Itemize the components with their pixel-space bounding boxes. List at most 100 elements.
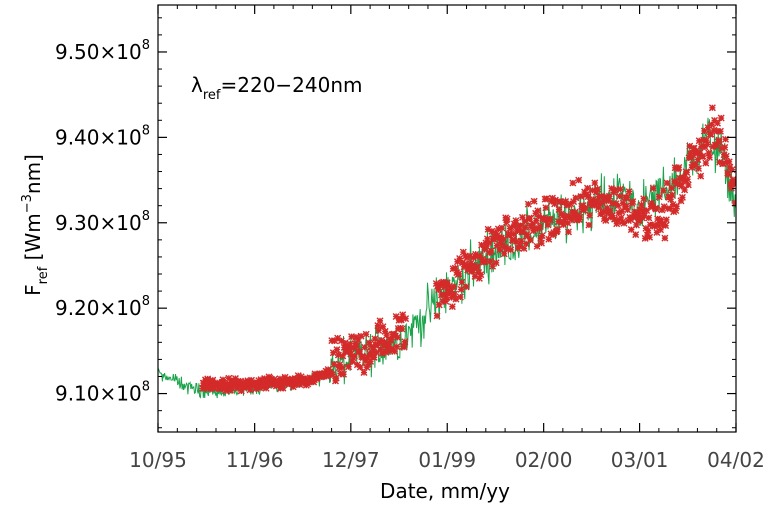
marker-point bbox=[493, 260, 499, 266]
marker-point bbox=[334, 347, 340, 353]
x-tick-label: 04/02 bbox=[707, 448, 765, 472]
marker-point bbox=[570, 180, 576, 186]
marker-point bbox=[700, 153, 706, 159]
marker-point bbox=[457, 294, 463, 300]
marker-point bbox=[663, 217, 669, 223]
marker-point bbox=[639, 202, 645, 208]
series-markers-red bbox=[200, 105, 739, 394]
marker-point bbox=[698, 173, 704, 179]
marker-point bbox=[669, 192, 675, 198]
marker-point bbox=[685, 176, 691, 182]
marker-point bbox=[717, 128, 723, 134]
marker-point bbox=[630, 199, 636, 205]
y-tick-label: 9.10×108 bbox=[55, 380, 150, 406]
y-tick-label: 9.40×108 bbox=[55, 123, 150, 149]
y-tick-label: 9.50×108 bbox=[55, 38, 150, 64]
series-line-green bbox=[158, 118, 736, 398]
x-axis-title: Date, mm/yy bbox=[380, 479, 510, 503]
marker-point bbox=[641, 196, 647, 202]
marker-point bbox=[357, 364, 363, 370]
marker-point bbox=[722, 144, 728, 150]
marker-point bbox=[595, 186, 601, 192]
marker-point bbox=[372, 336, 378, 342]
x-tick-label: 01/99 bbox=[418, 448, 476, 472]
marker-point bbox=[456, 271, 462, 277]
annotation-tail: =220−240nm bbox=[220, 73, 362, 97]
marker-point bbox=[732, 200, 738, 206]
x-tick-label: 12/97 bbox=[322, 448, 380, 472]
marker-point bbox=[451, 284, 457, 290]
marker-point bbox=[706, 154, 712, 160]
marker-point bbox=[714, 120, 720, 126]
marker-point bbox=[696, 166, 702, 172]
marker-point bbox=[525, 201, 531, 207]
y-axis-title-unit-tail: nm] bbox=[21, 154, 45, 194]
x-tick-label: 10/95 bbox=[129, 448, 187, 472]
marker-point bbox=[363, 331, 369, 337]
marker-point bbox=[341, 371, 347, 377]
marker-point bbox=[488, 248, 494, 254]
marker-point bbox=[587, 212, 593, 218]
marker-point bbox=[539, 233, 545, 239]
marker-point bbox=[402, 339, 408, 345]
marker-point bbox=[617, 193, 623, 199]
y-axis-title: Fref [Wm−3nm] bbox=[20, 154, 51, 296]
marker-point bbox=[676, 164, 682, 170]
annotation-sub: ref bbox=[203, 88, 221, 103]
marker-point bbox=[645, 228, 651, 234]
marker-point bbox=[674, 203, 680, 209]
marker-point bbox=[331, 361, 337, 367]
marker-point bbox=[377, 318, 383, 324]
marker-point bbox=[395, 334, 401, 340]
marker-point bbox=[586, 222, 592, 228]
annotation-label: λref=220−240nm bbox=[191, 73, 363, 103]
marker-point bbox=[718, 115, 724, 121]
marker-point bbox=[434, 313, 440, 319]
marker-point bbox=[538, 240, 544, 246]
marker-point bbox=[592, 180, 598, 186]
marker-point bbox=[499, 225, 505, 231]
marker-point bbox=[625, 207, 631, 213]
marker-point bbox=[704, 141, 710, 147]
series-layer bbox=[158, 105, 739, 398]
y-axis-title-unit: [Wm bbox=[21, 213, 45, 260]
marker-point bbox=[723, 153, 729, 159]
x-tick-label: 03/01 bbox=[611, 448, 669, 472]
marker-point bbox=[528, 237, 534, 243]
marker-point bbox=[449, 304, 455, 310]
marker-point bbox=[504, 216, 510, 222]
marker-point bbox=[543, 205, 549, 211]
marker-point bbox=[403, 316, 409, 322]
marker-point bbox=[478, 272, 484, 278]
marker-point bbox=[682, 187, 688, 193]
marker-point bbox=[354, 343, 360, 349]
marker-point bbox=[573, 195, 579, 201]
marker-point bbox=[662, 235, 668, 241]
marker-point bbox=[626, 189, 632, 195]
marker-point bbox=[703, 160, 709, 166]
y-tick-label: 9.30×108 bbox=[55, 209, 150, 235]
marker-point bbox=[603, 218, 609, 224]
marker-point bbox=[501, 251, 507, 257]
y-tick-label: 9.20×108 bbox=[55, 294, 150, 320]
y-axis-title-unit-sup: −3 bbox=[20, 194, 35, 213]
y-axis-title-main: F bbox=[21, 284, 45, 296]
svg-text:Fref [Wm−3nm]: Fref [Wm−3nm] bbox=[20, 154, 51, 296]
marker-point bbox=[685, 182, 691, 188]
marker-point bbox=[452, 291, 458, 297]
plot-area bbox=[158, 105, 739, 398]
x-tick-label: 11/96 bbox=[226, 448, 284, 472]
marker-point bbox=[624, 195, 630, 201]
marker-point bbox=[577, 214, 583, 220]
marker-point bbox=[394, 344, 400, 350]
marker-point bbox=[401, 344, 407, 350]
marker-point bbox=[531, 198, 537, 204]
marker-point bbox=[650, 185, 656, 191]
marker-point bbox=[617, 186, 623, 192]
x-tick-label: 02/00 bbox=[515, 448, 573, 472]
marker-point bbox=[646, 215, 652, 221]
marker-point bbox=[565, 229, 571, 235]
axes: 10/95 11/96 12/97 01/99 02/00 03/01 04/02 9.10×… bbox=[55, 5, 765, 472]
marker-point bbox=[668, 185, 674, 191]
